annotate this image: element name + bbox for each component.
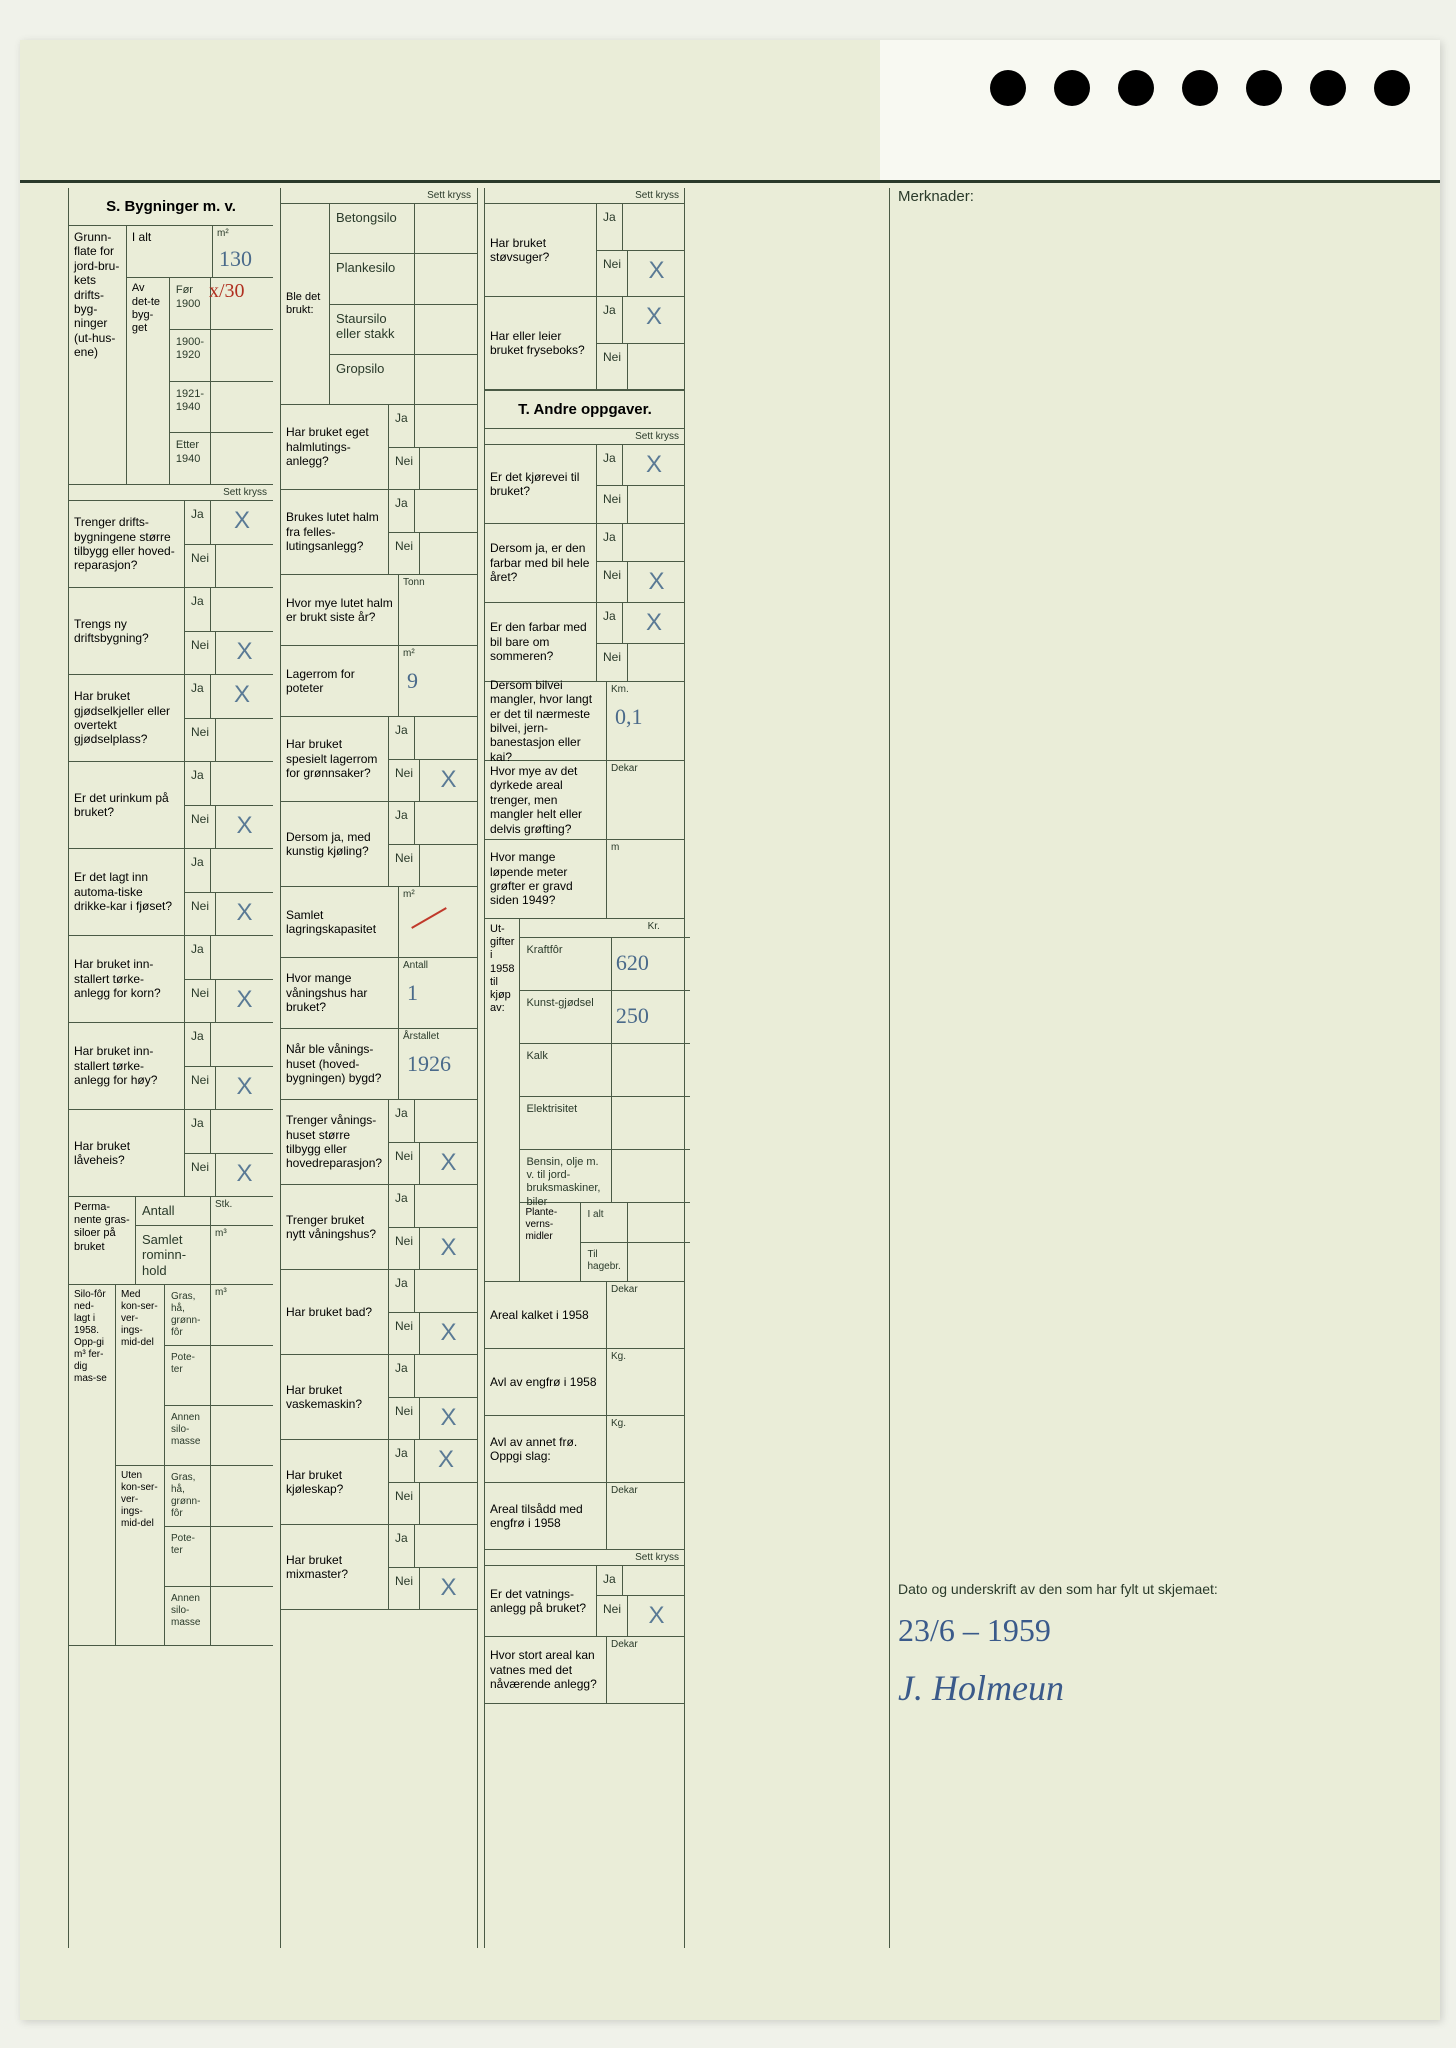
signature-area: Dato og underskrift av den som har fylt … [898,1580,1278,1709]
page: Merknader: S. Bygninger m. v. Grunn-flat… [20,40,1440,2020]
column-1: S. Bygninger m. v. Grunn-flate for jord-… [68,188,273,1948]
right-top-questions: Har bruket støvsuger? Ja NeiX Har eller … [485,204,685,390]
column-2: Sett kryss Ble det brukt: Betongsilo Pla… [280,188,478,1948]
av-dette-label: Av det-te byg-get [127,278,170,484]
punch-holes [990,70,1410,106]
column-3: Sett kryss Har bruket støvsuger? Ja NeiX… [484,188,685,1948]
signature-name: J. Holmeun [898,1667,1278,1709]
t-questions: Er det kjørevei til bruket? JaX Nei Ders… [485,445,685,919]
questions-left: Trenger drifts-bygningene større tilbygg… [69,501,273,1197]
signature-label: Dato og underskrift av den som har fylt … [898,1580,1278,1600]
top-rule [20,180,1440,183]
mid-questions: Har bruket eget halmlutings-anlegg? Ja N… [281,405,477,1610]
section-s-title: S. Bygninger m. v. [69,188,273,226]
bottom-right-questions: Areal kalket i 1958 Dekar Avl av engfrø … [485,1282,685,1704]
white-tab [880,40,1440,180]
signature-date: 23/6 – 1959 [898,1612,1278,1649]
section-t-title: T. Andre oppgaver. [485,390,685,429]
ialt-label: I alt [127,226,213,277]
grunnflate-title: Grunn-flate for jord-bru-kets drifts-byg… [69,226,127,484]
form-area: S. Bygninger m. v. Grunn-flate for jord-… [68,188,888,1948]
utgifter-rows: Kr.Kraftfôr620Kunst-gjødsel250KalkElektr… [520,919,689,1281]
ialt-value: 130 [219,246,252,272]
merknader-label: Merknader: [898,188,974,205]
column-4-spacer [684,188,890,1948]
